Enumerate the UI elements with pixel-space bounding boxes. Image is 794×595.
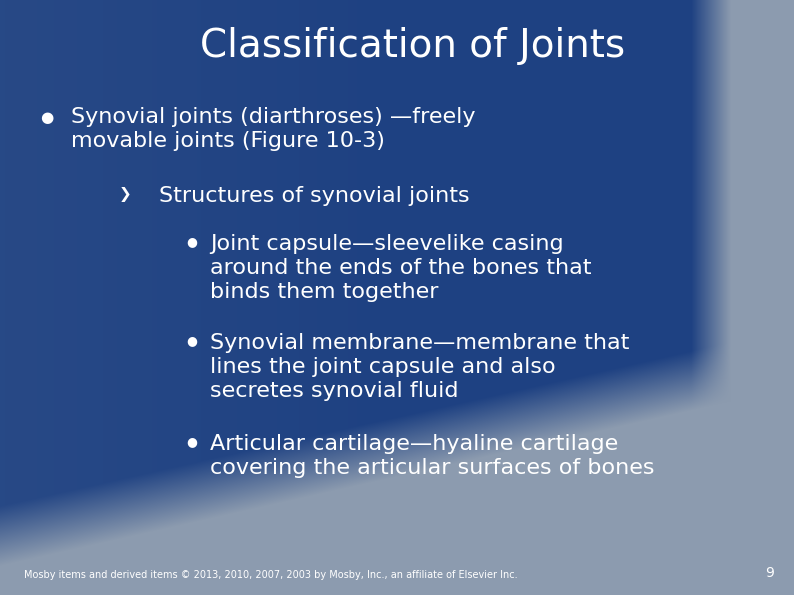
Text: ●: ● (187, 436, 198, 449)
Text: ❯: ❯ (119, 187, 132, 202)
Text: Structures of synovial joints: Structures of synovial joints (159, 186, 469, 206)
Text: ●: ● (40, 110, 53, 125)
Text: Mosby items and derived items © 2013, 2010, 2007, 2003 by Mosby, Inc., an affili: Mosby items and derived items © 2013, 20… (24, 570, 518, 580)
Text: 9: 9 (765, 566, 774, 580)
Text: ●: ● (187, 334, 198, 347)
Text: Joint capsule—sleevelike casing
around the ends of the bones that
binds them tog: Joint capsule—sleevelike casing around t… (210, 234, 592, 302)
Text: Articular cartilage—hyaline cartilage
covering the articular surfaces of bones: Articular cartilage—hyaline cartilage co… (210, 434, 655, 478)
Text: Synovial joints (diarthroses) —freely
movable joints (Figure 10-3): Synovial joints (diarthroses) —freely mo… (71, 107, 476, 151)
Text: ●: ● (187, 235, 198, 248)
Text: Synovial membrane—membrane that
lines the joint capsule and also
secretes synovi: Synovial membrane—membrane that lines th… (210, 333, 630, 401)
Text: Classification of Joints: Classification of Joints (200, 27, 626, 65)
